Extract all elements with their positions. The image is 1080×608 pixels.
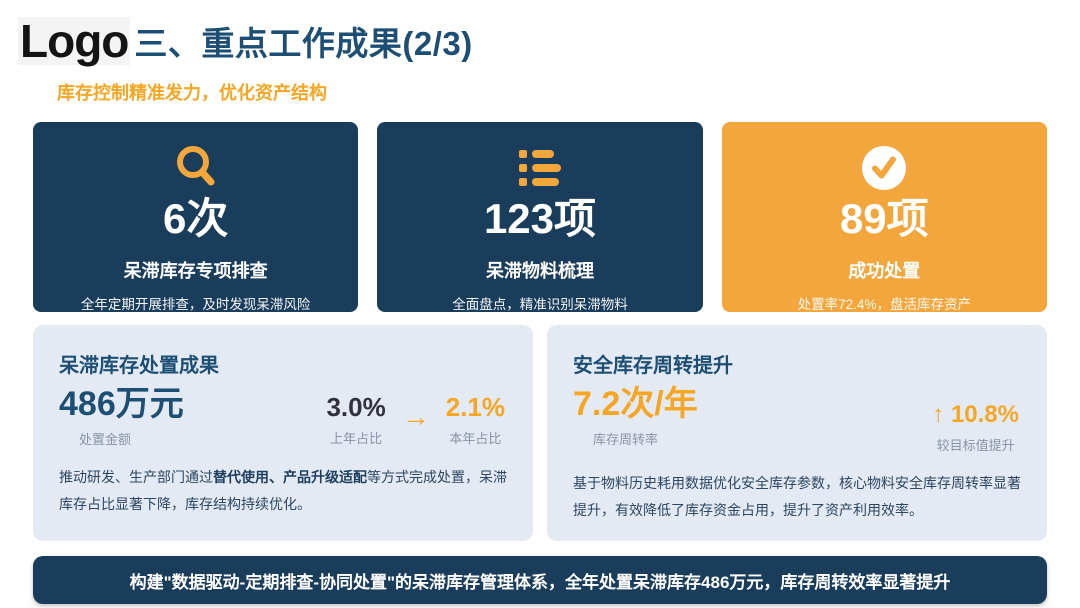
kpi-label: 库存周转率 <box>593 432 659 448</box>
search-icon <box>33 142 358 194</box>
kpi-value: 486万元 <box>59 385 184 423</box>
panel-turnover-improvement: 安全库存周转提升 7.2次/年 库存周转率 ↑ 10.8% 较目标值提升 基于物… <box>547 325 1047 542</box>
panel-description: 推动研发、生产部门通过替代使用、产品升级适配等方式完成处置，呆滞库存占比显著下降… <box>59 469 507 512</box>
panel-disposal-results: 呆滞库存处置成果 486万元 处置金额 3.0% 上年占比 → 2.1% 本年占… <box>33 325 533 542</box>
right-arrow-icon: → <box>401 401 430 432</box>
stat-title: 成功处置 <box>848 261 921 282</box>
comparison-from-value: 3.0% <box>326 392 386 422</box>
summary-banner: 构建"数据驱动-定期排查-协同处置"的呆滞库存管理体系，全年处置呆滞库存486万… <box>33 556 1047 605</box>
kpi-label: 处置金额 <box>79 432 132 448</box>
comparison-to-label: 本年占比 <box>449 430 502 446</box>
summary-text: 构建"数据驱动-定期排查-协同处置"的呆滞库存管理体系，全年处置呆滞库存486万… <box>129 572 951 592</box>
detail-panels-row: 呆滞库存处置成果 486万元 处置金额 3.0% 上年占比 → 2.1% 本年占… <box>33 325 1047 542</box>
kpi-value: 7.2次/年 <box>573 385 698 423</box>
list-icon <box>377 142 702 194</box>
up-arrow-icon: ↑ <box>932 401 945 428</box>
delta-label: 较目标值提升 <box>936 438 1015 453</box>
stat-desc: 全年定期开展排查，及时发现呆滞风险 <box>80 297 311 313</box>
slide-subtitle: 库存控制精准发力，优化资产结构 <box>57 83 327 103</box>
comparison-from-label: 上年占比 <box>330 430 383 446</box>
panel-description: 基于物料历史耗用数据优化安全库存参数，核心物料安全库存周转率显著提升，有效降低了… <box>573 475 1021 518</box>
stat-value: 123项 <box>483 195 597 242</box>
comparison-to: 2.1% 本年占比 <box>446 393 505 447</box>
panel-top: 安全库存周转提升 7.2次/年 库存周转率 ↑ 10.8% 较目标值提升 <box>573 349 1021 454</box>
delta-vs-target: ↑ 10.8% 较目标值提升 <box>932 401 1019 454</box>
panel-title: 安全库存周转提升 <box>573 355 733 377</box>
delta-value: ↑ 10.8% <box>932 401 1019 429</box>
panel-kpi: 呆滞库存处置成果 486万元 处置金额 <box>59 349 219 448</box>
panel-top: 呆滞库存处置成果 486万元 处置金额 3.0% 上年占比 → 2.1% 本年占… <box>59 349 507 448</box>
header: Logo 三、重点工作成果(2/3) <box>0 10 1080 72</box>
stat-card-disposed: 89项 成功处置 处置率72.4%，盘活库存资产 <box>721 122 1047 313</box>
comparison-from: 3.0% 上年占比 <box>326 393 385 447</box>
delta-percent: 10.8% <box>950 401 1019 428</box>
stat-title: 呆滞库存专项排查 <box>123 261 268 282</box>
stat-value: 6次 <box>162 195 229 242</box>
page-title: 三、重点工作成果(2/3) <box>134 25 473 62</box>
stat-cards-row: 6次 呆滞库存专项排查 全年定期开展排查，及时发现呆滞风险 123项 呆滞物料梳… <box>33 122 1047 312</box>
panel-kpi: 安全库存周转提升 7.2次/年 库存周转率 <box>573 349 733 454</box>
stat-desc: 全面盘点，精准识别呆滞物料 <box>452 297 628 313</box>
panel-title: 呆滞库存处置成果 <box>59 355 219 377</box>
check-icon <box>722 142 1047 194</box>
stat-card-inspections: 6次 呆滞库存专项排查 全年定期开展排查，及时发现呆滞风险 <box>33 122 359 313</box>
logo: Logo <box>18 14 131 67</box>
comparison-to-value: 2.1% <box>445 392 505 422</box>
year-comparison: 3.0% 上年占比 → 2.1% 本年占比 <box>326 393 505 448</box>
stat-desc: 处置率72.4%，盘活库存资产 <box>797 297 971 313</box>
stat-card-materials: 123项 呆滞物料梳理 全面盘点，精准识别呆滞物料 <box>377 122 703 313</box>
stat-value: 89项 <box>839 195 929 242</box>
stat-title: 呆滞物料梳理 <box>485 261 594 282</box>
